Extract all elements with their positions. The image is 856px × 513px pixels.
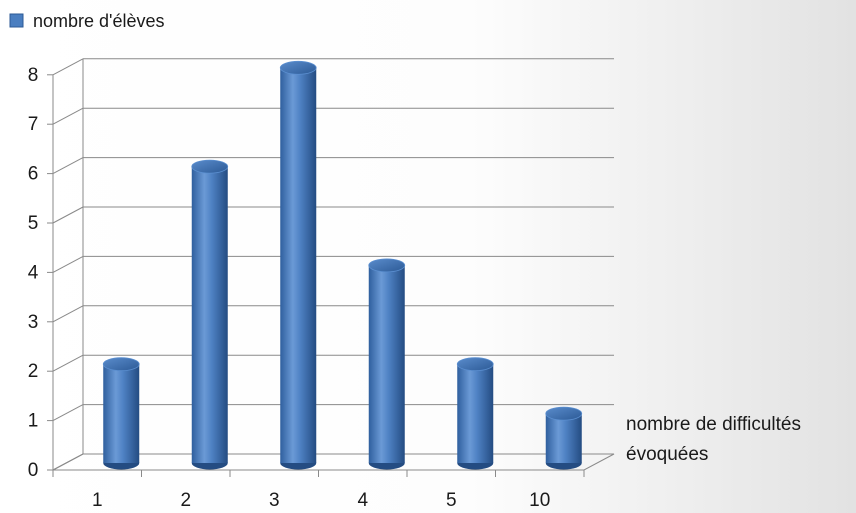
legend-label: nombre d'élèves (33, 11, 165, 31)
x-tick-label: 1 (92, 490, 103, 511)
y-tick-label: 2 (28, 361, 39, 382)
y-tick-label: 0 (28, 460, 39, 481)
x-tick-label: 2 (180, 490, 191, 511)
x-tick-label: 10 (529, 490, 550, 511)
bar (102, 357, 140, 470)
bar (191, 159, 229, 470)
x-tick-label: 5 (446, 490, 457, 511)
x-tick-label: 3 (269, 490, 280, 511)
bar-top (456, 357, 494, 372)
y-tick-label: 5 (28, 213, 39, 234)
x-tick-label: 4 (357, 490, 368, 511)
gridline-side (52, 206, 84, 224)
bar-top (191, 159, 229, 174)
bar-body (280, 67, 317, 464)
gridline-side (52, 58, 84, 76)
grid (52, 58, 614, 471)
y-tick-label: 8 (28, 65, 39, 86)
y-tick-label: 4 (28, 262, 39, 283)
bar (545, 406, 583, 470)
gridline-side (52, 255, 84, 273)
gridline-side (52, 107, 84, 125)
labels: 0 1 2 3 4 5 6 7 8 1 2 3 4 5 10 nombre de difficultés évo… (28, 65, 801, 511)
y-tick-label: 3 (28, 312, 39, 333)
bar-top (368, 258, 406, 273)
bar-top (279, 60, 317, 75)
bars (102, 60, 583, 470)
y-tick-label: 6 (28, 164, 39, 185)
bar (279, 60, 317, 470)
y-tick-label: 7 (28, 114, 39, 135)
axes (47, 58, 615, 477)
legend: nombre d'élèves (9, 11, 165, 31)
gridline-side (52, 305, 84, 323)
bar-body (545, 413, 582, 463)
bar-top (545, 406, 583, 421)
gridline-side (52, 404, 84, 422)
y-tick-label: 1 (28, 411, 39, 432)
bar-top (102, 357, 140, 372)
bar-body (457, 364, 494, 463)
bar-body (368, 265, 405, 463)
gridline-side (52, 157, 84, 175)
x-axis-label: nombre de difficultés (626, 414, 801, 435)
gridline-side (52, 354, 84, 372)
bar-body (103, 364, 140, 463)
x-axis-label: évoquées (626, 444, 708, 465)
bar (456, 357, 494, 470)
bar-body (191, 166, 228, 463)
legend-swatch (9, 13, 24, 28)
bar (368, 258, 406, 470)
